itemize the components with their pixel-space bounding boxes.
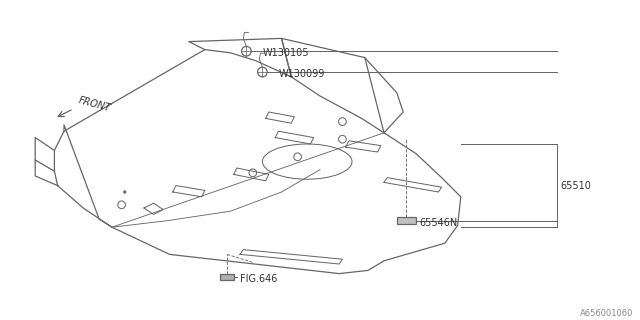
Text: A656001060: A656001060 bbox=[580, 309, 634, 318]
FancyBboxPatch shape bbox=[220, 274, 234, 280]
Text: W130105: W130105 bbox=[262, 48, 309, 58]
Text: W130099: W130099 bbox=[278, 69, 324, 79]
Text: 65510: 65510 bbox=[561, 180, 591, 191]
Text: 65546N: 65546N bbox=[419, 218, 458, 228]
Circle shape bbox=[124, 191, 126, 193]
Text: FRONT: FRONT bbox=[77, 95, 111, 113]
FancyBboxPatch shape bbox=[397, 217, 416, 224]
Text: FIG.646: FIG.646 bbox=[240, 274, 277, 284]
